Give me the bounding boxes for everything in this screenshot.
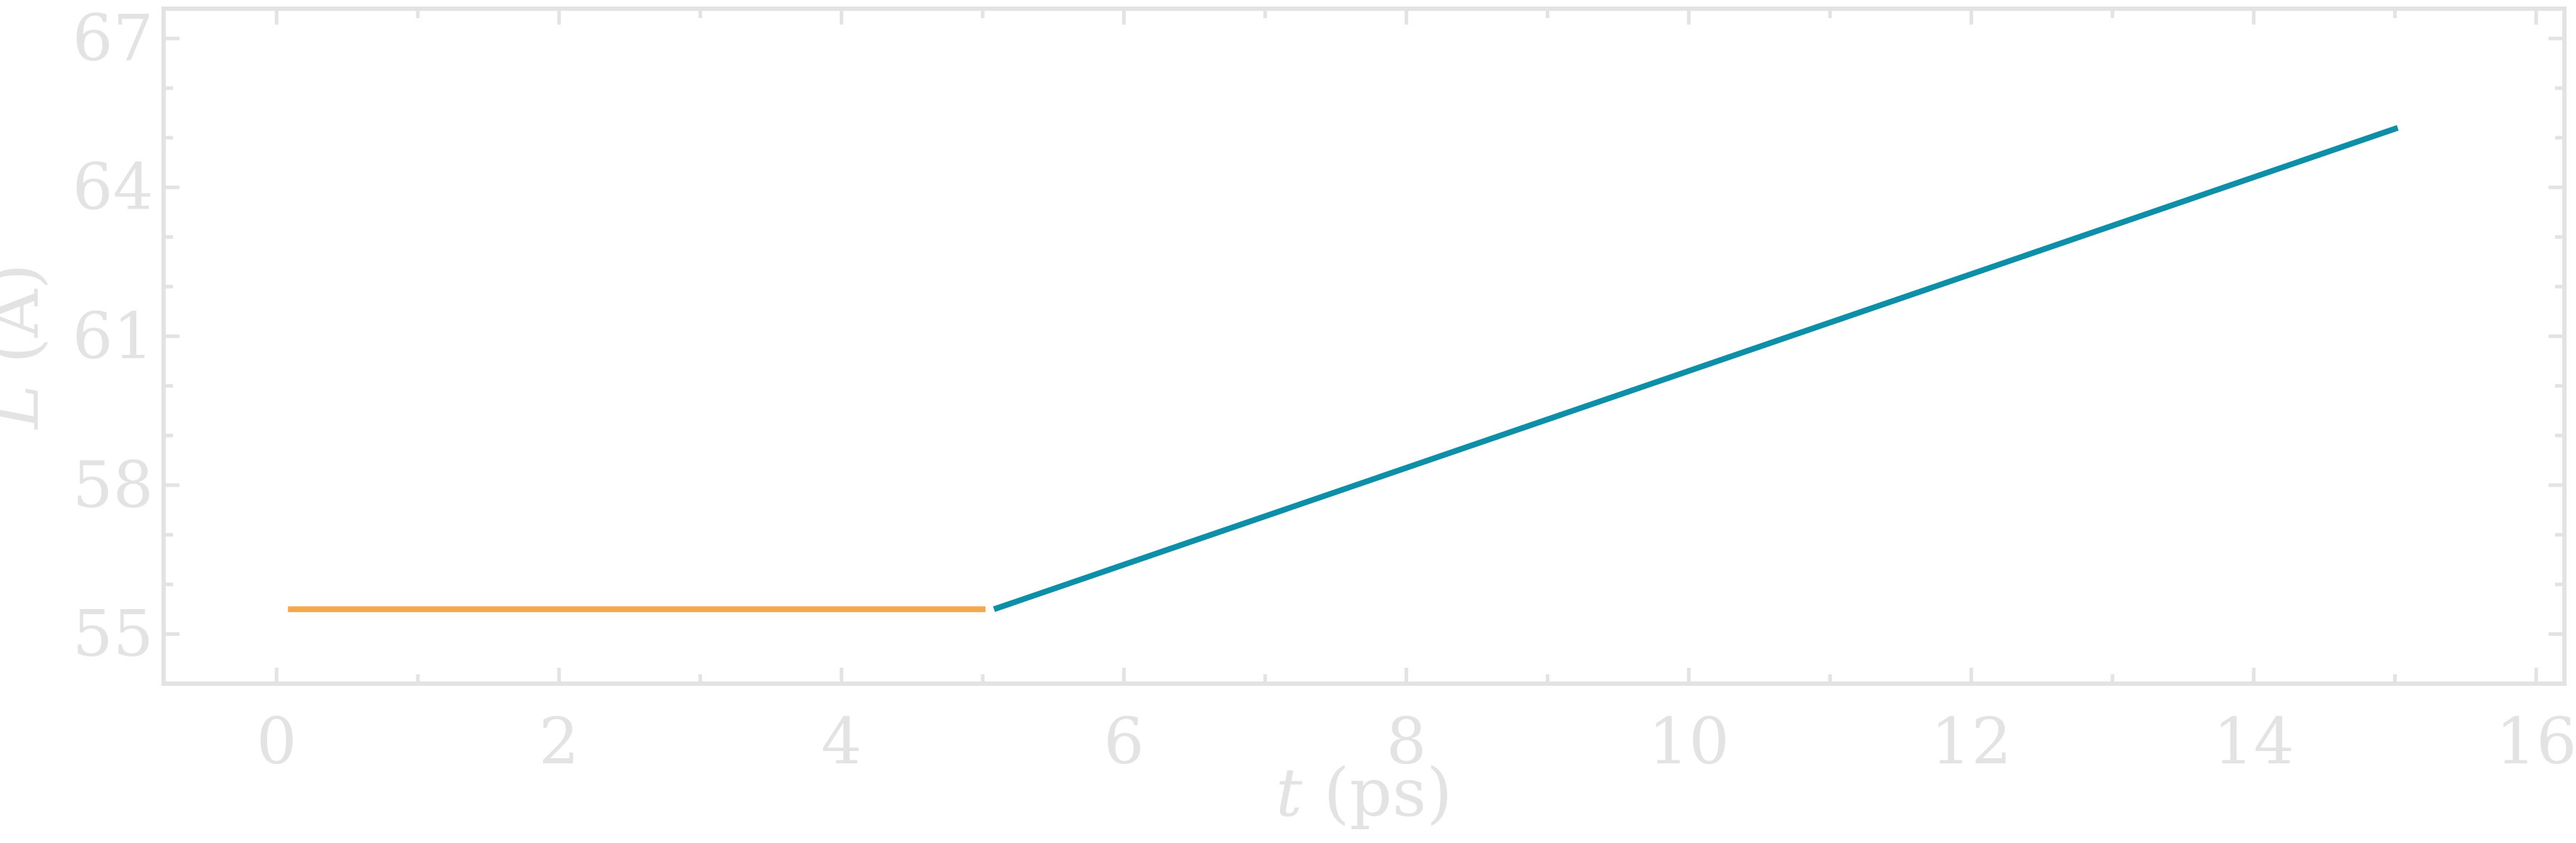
- y-axis-label: L (Å): [0, 264, 54, 431]
- x-tick-label: 10: [1649, 704, 1730, 779]
- y-axis-unit: (Å): [0, 264, 54, 385]
- x-tick-label: 0: [256, 704, 297, 779]
- x-tick-label: 14: [2213, 704, 2294, 779]
- x-tick-label: 12: [1931, 704, 2012, 779]
- y-tick-label: 58: [72, 448, 153, 522]
- series-line-2: [993, 125, 2399, 612]
- x-axis-variable: t: [1276, 754, 1303, 831]
- axis-ticks: [164, 9, 2564, 684]
- y-tick-label: 61: [72, 298, 153, 373]
- x-tick-label: 2: [539, 704, 579, 779]
- y-axis-variable: L: [0, 385, 54, 430]
- plot-frame: [161, 7, 2567, 686]
- x-tick-label: 4: [821, 704, 862, 779]
- data-series: [287, 125, 2399, 613]
- x-tick-label: 16: [2496, 704, 2576, 779]
- tick-labels: 0 2 4 6 8 10 12 14 16 55 58 61 64 67: [72, 1, 2576, 779]
- x-axis-label: t (ps): [1276, 754, 1452, 831]
- x-tick-label: 6: [1103, 704, 1144, 779]
- y-tick-label: 67: [72, 1, 153, 75]
- y-tick-label: 64: [72, 150, 153, 225]
- x-axis-unit: (ps): [1302, 754, 1452, 831]
- y-tick-label: 55: [72, 596, 153, 671]
- x-tick-label: 8: [1386, 704, 1427, 779]
